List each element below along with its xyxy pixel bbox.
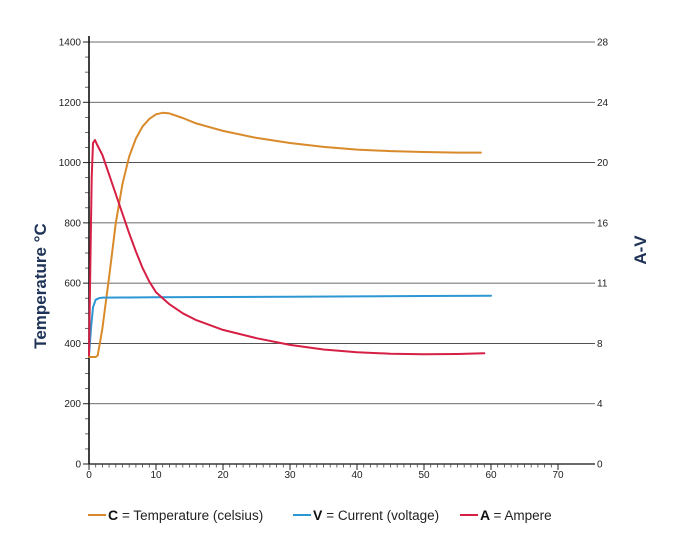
x-tick-label: 30 xyxy=(284,470,296,481)
legend-label: V = Current (voltage) xyxy=(313,507,439,523)
y-left-tick-label: 800 xyxy=(64,218,81,229)
legend: C = Temperature (celsius) V = Current (vo… xyxy=(88,507,552,523)
series-line-c xyxy=(88,111,482,358)
left-axis: 0 200 400 600 800 1000 1200 1400 xyxy=(59,38,89,471)
y-left-tick-label: 1000 xyxy=(59,158,82,169)
legend-label: A = Ampere xyxy=(480,507,552,523)
legend-item-a: A = Ampere xyxy=(460,507,552,523)
x-tick-label: 70 xyxy=(552,470,564,481)
y-right-tick-label: 24 xyxy=(597,98,609,109)
legend-item-v: V = Current (voltage) xyxy=(293,507,439,523)
legend-item-c: C = Temperature (celsius) xyxy=(88,507,263,523)
y-axis-right-title: A-V xyxy=(631,235,650,265)
y-right-tick-label: 0 xyxy=(597,460,603,471)
y-right-tick-label: 8 xyxy=(597,339,603,350)
y-left-tick-label: 600 xyxy=(64,279,81,290)
y-left-tick-label: 1400 xyxy=(59,38,82,49)
y-right-tick-label: 20 xyxy=(597,158,609,169)
series-layer xyxy=(88,111,492,358)
x-tick-label: 50 xyxy=(418,470,430,481)
y-right-tick-label: 16 xyxy=(597,218,609,229)
y-left-tick-label: 1200 xyxy=(59,98,82,109)
y-left-tick-label: 0 xyxy=(75,460,81,471)
x-tick-label: 60 xyxy=(485,470,497,481)
y-left-tick-label: 200 xyxy=(64,399,81,410)
x-tick-label: 40 xyxy=(351,470,363,481)
x-tick-label: 0 xyxy=(86,470,92,481)
y-axis-left-title: Temperature °C xyxy=(31,223,50,349)
x-tick-label: 10 xyxy=(150,470,162,481)
x-tick-label: 20 xyxy=(217,470,229,481)
right-axis: 0 4 8 11 16 20 24 28 xyxy=(597,38,609,471)
series-line-a xyxy=(88,139,486,357)
y-right-tick-label: 28 xyxy=(597,38,609,49)
legend-label: C = Temperature (celsius) xyxy=(108,507,263,523)
series-line-v xyxy=(88,294,492,357)
y-left-tick-label: 400 xyxy=(64,339,81,350)
y-right-tick-label: 4 xyxy=(597,399,603,410)
x-axis: 0 10 20 30 40 50 60 70 xyxy=(86,36,595,481)
y-right-tick-label: 11 xyxy=(597,279,608,290)
grid-lines xyxy=(89,41,595,405)
